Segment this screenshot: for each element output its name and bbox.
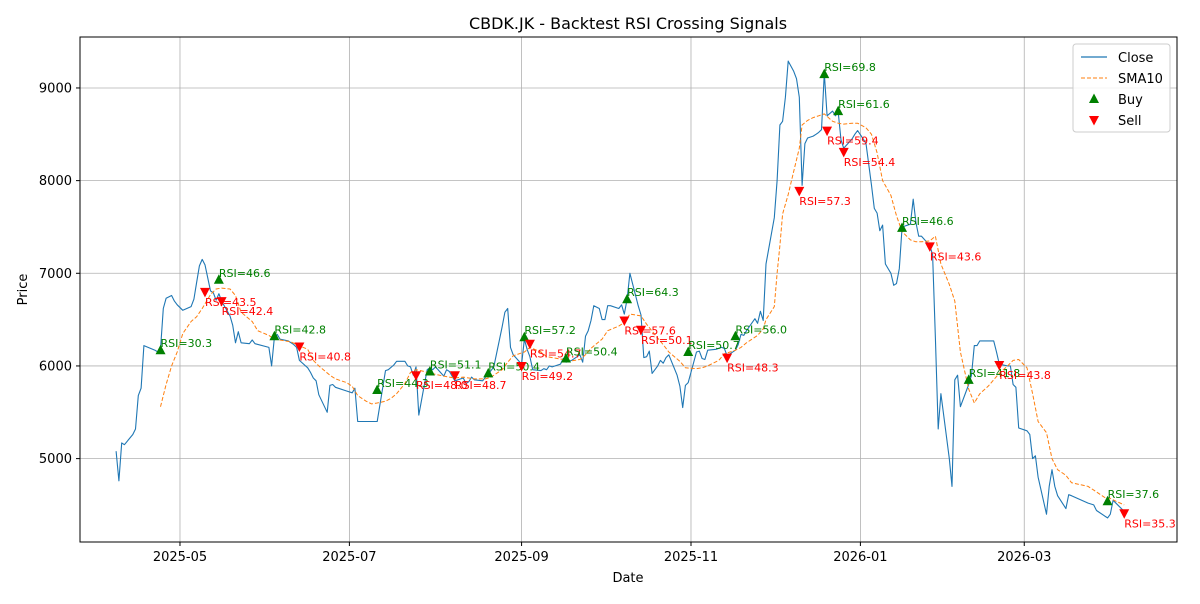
plot-area <box>115 60 1125 519</box>
y-tick-label: 9000 <box>39 81 72 96</box>
sell-marker <box>635 325 646 336</box>
y-axis-label: Price <box>16 274 31 306</box>
sell-marker <box>524 339 535 350</box>
sell-rsi-label: RSI=49.2 <box>522 370 574 383</box>
legend-box <box>1072 43 1171 133</box>
sell-rsi-label: RSI=48.7 <box>455 379 507 392</box>
buy-marker <box>372 384 383 395</box>
buy-marker <box>683 346 694 357</box>
buy-marker <box>269 330 280 341</box>
buy-rsi-label: RSI=51.1 <box>430 359 482 372</box>
legend-buy-swatch <box>1089 93 1099 103</box>
axes-frame <box>79 36 1178 543</box>
buy-rsi-label: RSI=50.4 <box>566 346 618 359</box>
buy-rsi-label: RSI=50.4 <box>488 360 540 373</box>
sell-marker <box>722 353 733 364</box>
legend: Close SMA10 Buy Sell <box>1072 43 1171 133</box>
chart-title: CBDK.JK - Backtest RSI Crossing Signals <box>469 14 787 33</box>
sell-rsi-label: RSI=43.8 <box>999 369 1051 382</box>
buy-marker <box>819 68 830 79</box>
sell-marker <box>294 342 305 352</box>
sell-rsi-label: RSI=43.6 <box>930 250 982 263</box>
buy-marker <box>833 105 844 116</box>
buy-rsi-label: RSI=37.6 <box>1108 488 1160 501</box>
sell-marker <box>619 316 630 327</box>
legend-label-buy: Buy <box>1118 93 1143 108</box>
buy-marker <box>730 330 741 341</box>
signals: RSI=30.3RSI=43.5RSI=46.6RSI=42.4RSI=42.8… <box>155 61 1176 530</box>
x-tick-label: 2025-09 <box>494 550 548 565</box>
x-tick-label: 2026-03 <box>997 550 1051 565</box>
sell-marker <box>216 297 227 307</box>
buy-marker <box>483 367 494 378</box>
legend-label-sma10: SMA10 <box>1118 72 1163 87</box>
legend-label-close: Close <box>1118 51 1153 66</box>
buy-rsi-label: RSI=42.8 <box>274 323 326 336</box>
sell-rsi-label: RSI=54.4 <box>844 156 896 169</box>
x-tick-label: 2026-01 <box>833 550 887 565</box>
sell-marker <box>449 371 460 381</box>
legend-label-sell: Sell <box>1118 114 1141 129</box>
buy-rsi-label: RSI=56.0 <box>735 323 787 336</box>
sell-rsi-label: RSI=59.4 <box>827 135 879 148</box>
buy-rsi-label: RSI=57.2 <box>524 324 576 337</box>
sell-marker <box>924 242 935 252</box>
buy-marker <box>561 353 572 363</box>
sell-rsi-label: RSI=54.7 <box>530 348 582 361</box>
sell-marker <box>822 126 833 137</box>
y-tick-label: 5000 <box>39 452 72 467</box>
sell-rsi-label: RSI=40.8 <box>299 350 351 363</box>
y-tick-label: 7000 <box>39 267 72 282</box>
sell-marker <box>516 361 527 372</box>
sell-marker <box>794 186 805 197</box>
buy-rsi-label: RSI=41.8 <box>969 367 1021 380</box>
sell-marker <box>994 361 1005 371</box>
buy-marker <box>424 366 435 376</box>
sell-marker <box>199 287 210 298</box>
y-tick-label: 8000 <box>39 174 72 189</box>
sell-rsi-label: RSI=42.4 <box>222 305 274 318</box>
buy-marker <box>897 222 908 232</box>
sell-rsi-label: RSI=57.3 <box>799 195 851 208</box>
buy-marker <box>213 274 224 284</box>
buy-rsi-label: RSI=46.6 <box>219 267 271 280</box>
sell-rsi-label: RSI=35.3 <box>1124 517 1176 530</box>
axis-ticks: 2025-05 2025-07 2025-09 2025-11 2026-01 2026-… <box>39 81 1052 565</box>
buy-marker <box>963 374 974 384</box>
buy-marker <box>519 331 530 342</box>
x-tick-label: 2025-05 <box>153 550 207 565</box>
sell-marker <box>1119 509 1130 519</box>
x-tick-label: 2025-11 <box>664 550 718 565</box>
buy-marker <box>155 344 166 355</box>
series-line-sma10 <box>160 113 1125 506</box>
buy-rsi-label: RSI=46.6 <box>902 215 954 228</box>
sell-marker <box>411 371 422 381</box>
buy-marker <box>1102 495 1113 506</box>
sell-rsi-label: RSI=50.1 <box>641 334 693 347</box>
buy-marker <box>622 293 633 304</box>
grid <box>80 37 1177 542</box>
x-axis-label: Date <box>612 571 643 586</box>
y-tick-label: 6000 <box>39 359 72 374</box>
buy-rsi-label: RSI=30.3 <box>161 337 213 350</box>
buy-rsi-label: RSI=64.3 <box>627 286 679 299</box>
sell-rsi-label: RSI=48.3 <box>727 362 779 375</box>
series-line-close <box>115 60 1125 519</box>
buy-rsi-label: RSI=50.7 <box>688 339 740 352</box>
legend-sell-swatch <box>1089 116 1099 126</box>
sell-rsi-label: RSI=48.0 <box>416 379 468 392</box>
buy-rsi-label: RSI=61.6 <box>838 98 890 111</box>
sell-marker <box>838 147 849 158</box>
buy-rsi-label: RSI=69.8 <box>824 61 876 74</box>
x-tick-label: 2025-07 <box>322 550 376 565</box>
